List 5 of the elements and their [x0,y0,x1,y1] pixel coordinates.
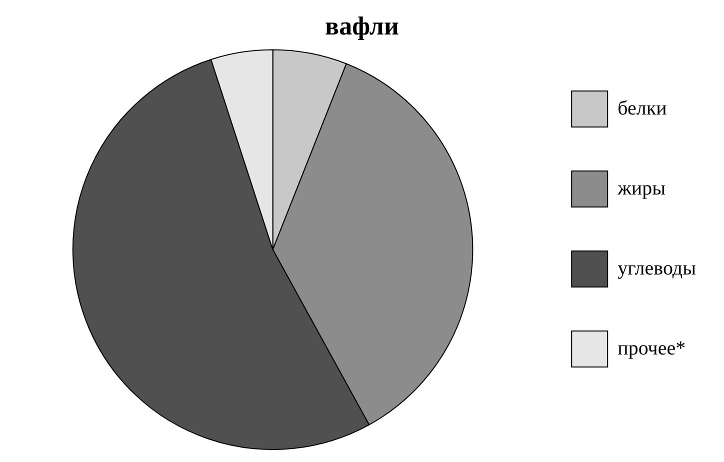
legend-label: углеводы [618,257,696,280]
chart-title: вафли [325,11,399,40]
legend-label: жиры [616,177,666,200]
legend-label: белки [618,97,668,120]
legend-label: прочее* [618,337,686,360]
